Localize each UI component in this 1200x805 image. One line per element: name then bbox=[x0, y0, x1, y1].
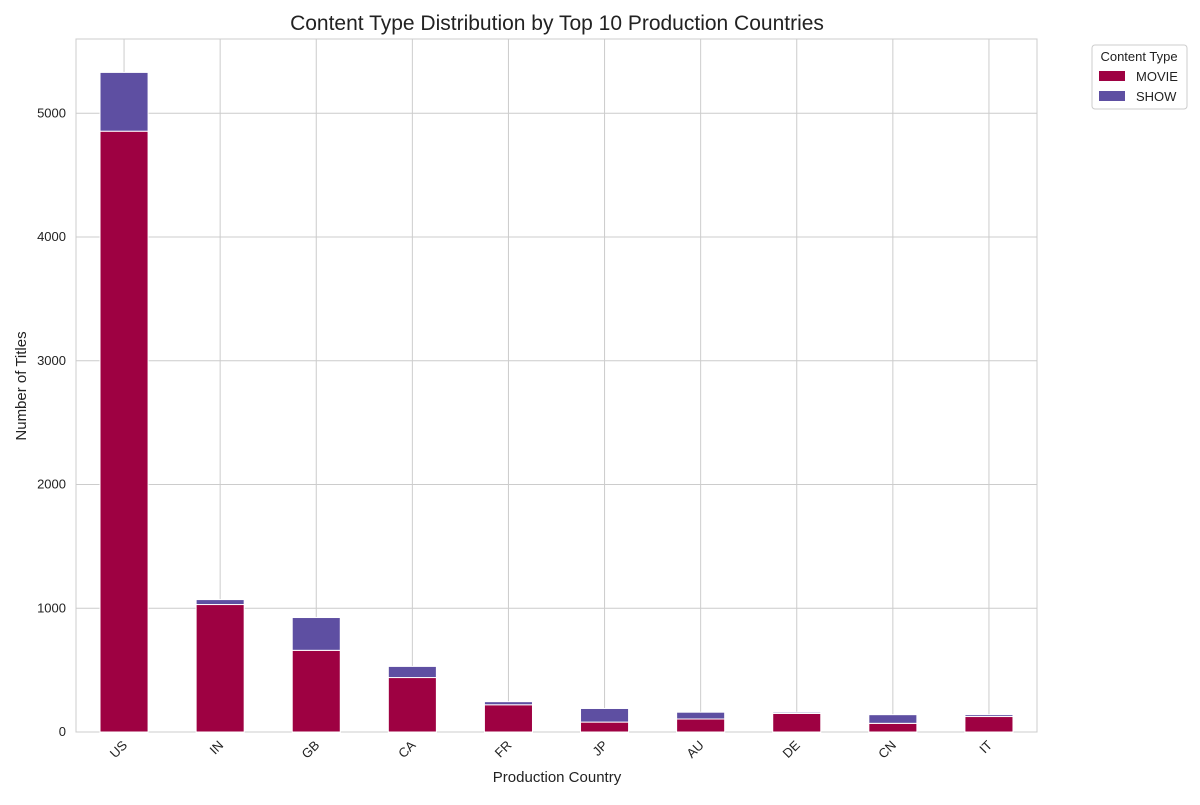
bar-show-de bbox=[772, 711, 822, 714]
bar-show-fr bbox=[483, 701, 533, 706]
legend-swatch-movie bbox=[1099, 71, 1125, 81]
bar-movie-ca bbox=[387, 677, 437, 733]
bar-movie-au bbox=[676, 718, 726, 733]
chart-title: Content Type Distribution by Top 10 Prod… bbox=[290, 12, 824, 35]
bar-show-cn bbox=[868, 714, 918, 724]
y-axis-ticks: 0 1000 2000 3000 4000 5000 bbox=[37, 105, 66, 739]
bar-movie-us bbox=[99, 130, 149, 733]
bar-movie-gb bbox=[291, 649, 341, 733]
x-axis-label: Production Country bbox=[493, 769, 622, 786]
legend-items: MOVIE SHOW bbox=[1099, 69, 1178, 104]
x-tick-label: IN bbox=[206, 738, 226, 758]
bar-movie-fr bbox=[483, 704, 533, 733]
grid bbox=[76, 39, 1037, 733]
bar-movie-it bbox=[964, 716, 1014, 733]
legend-label-show: SHOW bbox=[1136, 89, 1177, 104]
bar-show-ca bbox=[387, 665, 437, 679]
y-tick-label: 3000 bbox=[37, 353, 66, 368]
x-tick-label: AU bbox=[683, 738, 706, 761]
y-tick-label: 2000 bbox=[37, 477, 66, 492]
bar-movie-in bbox=[195, 604, 245, 733]
x-tick-label: DE bbox=[779, 737, 803, 761]
x-tick-label: CA bbox=[395, 737, 419, 761]
x-tick-label: JP bbox=[589, 738, 610, 759]
y-tick-label: 4000 bbox=[37, 229, 66, 244]
bar-show-jp bbox=[580, 707, 630, 723]
bar-show-in bbox=[195, 599, 245, 606]
bars bbox=[99, 71, 1014, 733]
x-tick-label: IT bbox=[976, 737, 995, 756]
plot-frame bbox=[75, 38, 1038, 733]
bar-show-gb bbox=[291, 617, 341, 651]
legend-title: Content Type bbox=[1100, 49, 1177, 64]
x-tick-label: CN bbox=[875, 738, 899, 762]
bar-movie-jp bbox=[580, 721, 630, 733]
bar-movie-cn bbox=[868, 722, 918, 733]
bar-show-it bbox=[964, 714, 1014, 718]
bar-movie-de bbox=[772, 712, 822, 733]
legend-swatch-show bbox=[1099, 91, 1125, 101]
x-tick-label: FR bbox=[492, 738, 515, 761]
y-tick-label: 5000 bbox=[37, 105, 66, 120]
x-axis-ticks: US IN GB CA FR JP AU DE CN IT bbox=[107, 737, 995, 761]
legend-label-movie: MOVIE bbox=[1136, 69, 1178, 84]
y-tick-label: 0 bbox=[59, 724, 66, 739]
bar-show-au bbox=[676, 711, 726, 720]
y-tick-label: 1000 bbox=[37, 600, 66, 615]
x-tick-label: GB bbox=[298, 738, 322, 762]
legend: Content Type MOVIE SHOW bbox=[1091, 44, 1188, 110]
x-tick-label: US bbox=[107, 737, 131, 761]
bar-show-us bbox=[99, 71, 149, 132]
y-axis-label: Number of Titles bbox=[13, 331, 30, 440]
